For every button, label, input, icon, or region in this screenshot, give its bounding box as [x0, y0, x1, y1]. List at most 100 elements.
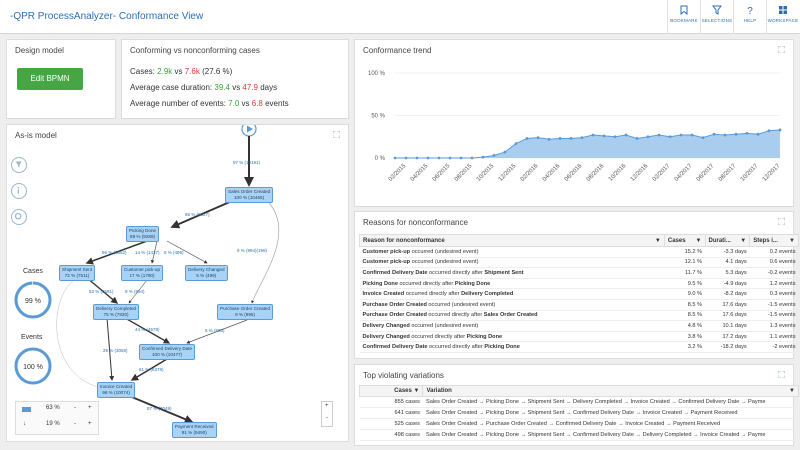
- table-row[interactable]: Invoice Created occurred directly after …: [359, 288, 799, 300]
- help-button[interactable]: ? HELP: [733, 0, 766, 34]
- data-point: [657, 133, 661, 137]
- node-delivery-changed[interactable]: Delivery Changed 5 % (499): [185, 265, 228, 281]
- zoom-in-button[interactable]: +: [325, 403, 329, 409]
- gear-icon: [14, 212, 22, 220]
- column-header-variation[interactable]: Variation ▼: [422, 385, 799, 397]
- flows-minus-button[interactable]: -: [74, 421, 76, 427]
- node-sales-order-created[interactable]: Sales Order Created 100 % (10465): [225, 187, 274, 203]
- reason-cell: Confirmed Delivery Date occurred directl…: [359, 267, 665, 279]
- trend-line: [395, 129, 781, 159]
- variation-cell: Sales Order Created → Picking Done → Shi…: [422, 407, 799, 419]
- node-payment-received[interactable]: Payment Received 91 % (9490): [172, 422, 217, 438]
- node-purchase-order-created[interactable]: Purchase Order Created 9 % (995): [217, 304, 274, 320]
- table-row[interactable]: Picking Done occurred directly after Pic…: [359, 278, 799, 290]
- node-picking-done[interactable]: Picking Done 89 % (9289): [126, 226, 160, 242]
- edit-bpmn-button[interactable]: Edit BPMN: [17, 68, 83, 90]
- column-header-steps[interactable]: Steps i... ▼: [749, 234, 799, 247]
- app-title: -QPR ProcessAnalyzer- Conformance View: [10, 11, 204, 22]
- x-tick-label: 02/2015: [388, 163, 408, 183]
- steps-cell: -1.5 events: [749, 310, 799, 322]
- node-shipment-sent[interactable]: Shipment Sent 72 % (7511): [59, 265, 96, 281]
- data-point: [580, 136, 584, 139]
- activities-level-value: 63 %: [46, 405, 60, 411]
- help-label: HELP: [743, 18, 757, 23]
- workspace-button[interactable]: WORKSPACE: [766, 0, 799, 34]
- activities-swatch: [22, 407, 31, 412]
- filter-icon: [712, 5, 722, 15]
- column-header-cases[interactable]: Cases ▼: [358, 385, 424, 397]
- data-point: [635, 137, 639, 140]
- events-gauge-value: 100 %: [23, 364, 43, 371]
- table-row[interactable]: Confirmed Delivery Date occurred directl…: [359, 341, 799, 353]
- settings-tool-button[interactable]: [11, 209, 27, 225]
- cases-cell: 15.2 %: [664, 246, 705, 258]
- data-point: [415, 156, 419, 160]
- table-row[interactable]: Purchase Order Created occurred (undesir…: [359, 299, 799, 311]
- column-header-cases[interactable]: Cases ▼: [663, 234, 706, 247]
- x-tick-label: 06/2017: [696, 163, 716, 183]
- cases-cell: 4.8 %: [664, 320, 705, 332]
- table-row[interactable]: Customer pick-up occurred (undesired eve…: [359, 257, 799, 269]
- data-point: [470, 156, 474, 160]
- duration-cell: -4.9 days: [705, 278, 750, 290]
- conformance-title: Conforming vs nonconforming cases: [130, 46, 260, 55]
- column-header-reason[interactable]: Reason for nonconformance ▼: [359, 234, 665, 247]
- duration-cell: -18.2 days: [705, 341, 750, 353]
- table-row[interactable]: Delivery Changed occurred (undesired eve…: [359, 320, 799, 332]
- events-gauge-label: Events: [21, 334, 43, 341]
- reasons-table: Reason for nonconformance ▼ Cases ▼ Dura…: [359, 234, 799, 353]
- reasons-title: Reasons for nonconformance: [363, 218, 468, 227]
- filter-icon: ▼: [413, 388, 420, 394]
- node-confirmed-delivery-date[interactable]: Confirmed Delivery Date 100 % (10477): [139, 344, 196, 360]
- cases-cell: 641 cases: [359, 407, 423, 419]
- table-row[interactable]: 498 cases Sales Order Created → Picking D…: [359, 429, 799, 441]
- steps-cell: -0.2 events: [749, 267, 799, 279]
- cases-cell: 855 cases: [359, 396, 423, 408]
- cases-cell: 8.5 %: [664, 310, 705, 322]
- svg-text:?: ?: [747, 6, 753, 15]
- node-delivery-completed[interactable]: Delivery Completed 75 % (7830): [93, 304, 140, 320]
- data-point: [393, 156, 397, 160]
- data-point: [734, 132, 738, 136]
- selections-button[interactable]: SELECTIONS: [700, 0, 733, 34]
- edge-label: 9 % (894): [125, 289, 145, 294]
- activities-minus-button[interactable]: -: [74, 405, 76, 411]
- duration-cell: 10.1 days: [705, 320, 750, 332]
- table-row[interactable]: Delivery Changed occurred directly after…: [359, 331, 799, 343]
- edge-label: 86 % (9027): [185, 212, 210, 217]
- node-invoice-created[interactable]: Invoice Created 96 % (10074): [97, 382, 136, 398]
- filter-icon: ▼: [695, 237, 702, 244]
- table-row[interactable]: Customer pick-up occurred (undesired eve…: [359, 246, 799, 258]
- filter-tool-button[interactable]: [11, 157, 27, 173]
- edge-label: 14 % (1437): [135, 250, 160, 255]
- cases-gauge: 99 %: [14, 281, 52, 319]
- expand-icon[interactable]: [778, 371, 785, 378]
- flows-plus-button[interactable]: +: [88, 421, 92, 427]
- x-tick-label: 10/2017: [740, 163, 760, 183]
- info-icon: [17, 187, 19, 194]
- filter-icon: [15, 161, 22, 168]
- table-row[interactable]: Purchase Order Created occurred directly…: [359, 310, 799, 322]
- table-row[interactable]: 641 cases Sales Order Created → Picking D…: [359, 407, 799, 419]
- table-row[interactable]: Confirmed Delivery Date occurred directl…: [359, 267, 799, 279]
- duration-cell: -8.2 days: [705, 288, 750, 300]
- table-row[interactable]: 855 cases Sales Order Created → Picking D…: [359, 396, 799, 408]
- cases-cell: 8.5 %: [664, 299, 705, 311]
- cases-gauge-value: 99 %: [25, 298, 41, 305]
- bookmark-button[interactable]: BOOKMARK: [667, 0, 700, 34]
- steps-cell: 1.2 events: [749, 278, 799, 290]
- trend-chart: 0 % 50 % 100 % 02/2015 04/2015 06/2015 08/2015…: [368, 71, 782, 183]
- zoom-out-button[interactable]: -: [326, 415, 328, 421]
- column-header-duration[interactable]: Durati... ▼: [704, 234, 751, 247]
- node-customer-pickup[interactable]: Customer pick-up 17 % (1790): [121, 265, 163, 281]
- x-tick-label: 04/2017: [674, 163, 694, 183]
- expand-icon[interactable]: [778, 218, 785, 225]
- bookmark-label: BOOKMARK: [670, 18, 698, 23]
- table-row[interactable]: 525 cases Sales Order Created → Purchase …: [359, 418, 799, 430]
- x-tick-label: 06/2015: [432, 163, 452, 183]
- edge-label: 5 % (499): [164, 250, 184, 255]
- info-tool-button[interactable]: [11, 183, 27, 199]
- activities-plus-button[interactable]: +: [88, 405, 92, 411]
- cases-cell: 12.1 %: [664, 257, 705, 269]
- reason-cell: Customer pick-up occurred (undesired eve…: [359, 257, 665, 269]
